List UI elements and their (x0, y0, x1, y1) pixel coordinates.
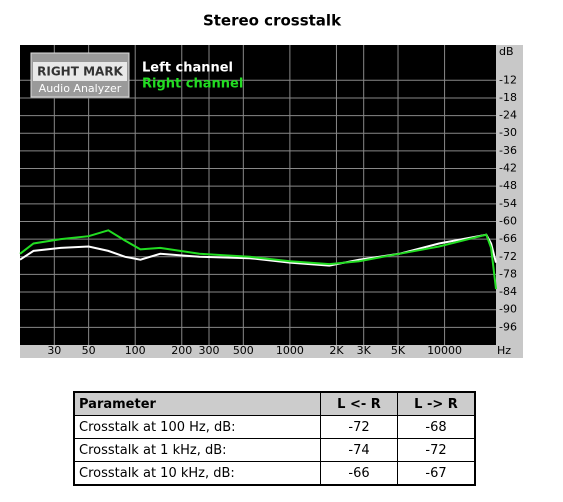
logo-subtext: Audio Analyzer (39, 82, 122, 95)
x-tick-label: 200 (171, 344, 192, 357)
x-tick-label: 30 (47, 344, 61, 357)
x-tick-label: 3K (357, 344, 372, 357)
table-cell: -72 (397, 438, 476, 462)
x-tick-label: 100 (125, 344, 146, 357)
y-tick-label: -48 (499, 179, 517, 192)
x-tick-label: 50 (82, 344, 96, 357)
column-header: L -> R (397, 391, 476, 416)
logo-band (33, 62, 127, 81)
x-axis-label: Hz (497, 344, 511, 357)
x-tick-label: 300 (199, 344, 220, 357)
table-cell: -72 (320, 415, 398, 439)
y-tick-label: -18 (499, 91, 517, 104)
table-cell: -67 (397, 461, 476, 486)
y-tick-label: -36 (499, 144, 517, 157)
x-tick-label: 10000 (427, 344, 462, 357)
table-cell: -68 (397, 415, 476, 439)
table-row: Crosstalk at 100 Hz, dB: -72 -68 (73, 415, 476, 439)
chart-title: Stereo crosstalk (203, 12, 342, 30)
x-tick-label: 500 (233, 344, 254, 357)
y-tick-label: -84 (499, 285, 517, 298)
table-row: Crosstalk at 1 kHz, dB: -74 -72 (73, 438, 476, 462)
logo-text: RIGHT MARK (37, 65, 123, 79)
x-tick-label: 2K (329, 344, 344, 357)
y-tick-label: -78 (499, 267, 517, 280)
legend-label: Left channel (142, 61, 233, 76)
y-tick-label: -54 (499, 197, 517, 210)
y-tick-label: -30 (499, 126, 517, 139)
table-cell: -66 (320, 461, 398, 486)
legend-label: Right channel (142, 77, 243, 92)
y-axis-label: dB (499, 45, 514, 58)
y-tick-label: -12 (499, 73, 517, 86)
series-line (19, 229, 497, 290)
chart: Stereo crosstalk RIGHT MARK Audio Analyz… (19, 12, 523, 358)
y-tick-label: -60 (499, 214, 517, 227)
y-tick-label: -90 (499, 303, 517, 316)
y-tick-label: -66 (499, 232, 517, 245)
column-header: L <- R (320, 391, 398, 416)
table-cell: Crosstalk at 10 kHz, dB: (73, 461, 321, 486)
x-tick-label: 5K (391, 344, 406, 357)
y-tick-label: -24 (499, 109, 517, 122)
table-cell: -74 (320, 438, 398, 462)
y-tick-label: -42 (499, 162, 517, 175)
series-line (19, 233, 497, 267)
table-cell: Crosstalk at 100 Hz, dB: (73, 415, 321, 439)
y-tick-label: -72 (499, 250, 517, 263)
column-header: Parameter (73, 391, 321, 416)
y-tick-label: -96 (499, 320, 517, 333)
table-cell: Crosstalk at 1 kHz, dB: (73, 438, 321, 462)
x-tick-label: 1000 (276, 344, 304, 357)
table-row: Crosstalk at 10 kHz, dB: -66 -67 (73, 461, 476, 486)
